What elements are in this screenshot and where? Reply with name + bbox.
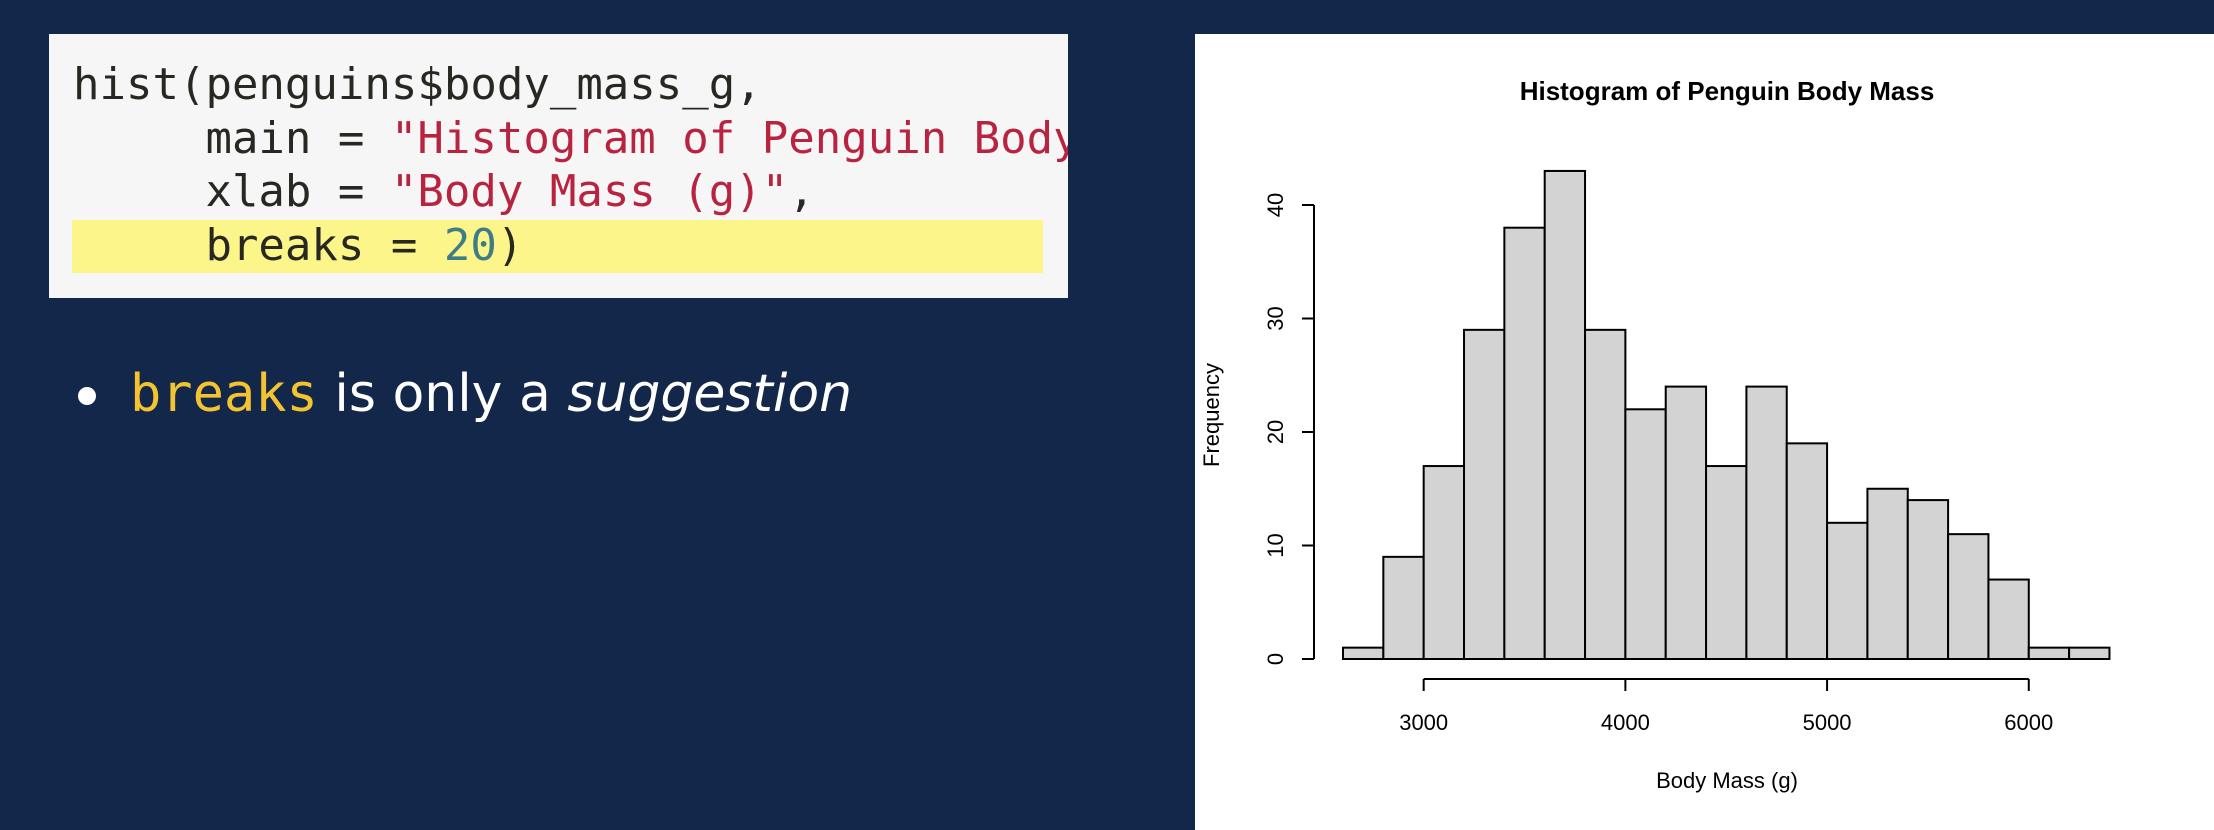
histogram-bar (1543, 169, 1587, 660)
y-tick-label: 40 (1263, 193, 1288, 217)
code-token: "Body Mass (g)" (390, 166, 789, 217)
code-token: 20 (443, 219, 497, 271)
histogram-bar (1664, 385, 1708, 660)
x-tick-label: 5000 (1803, 710, 1852, 735)
x-tick-label: 6000 (2004, 710, 2053, 735)
code-block: hist(penguins$body_mass_g, main = "Histo… (49, 34, 1068, 298)
code-token: breaks = (73, 219, 444, 271)
histogram-bar (1422, 465, 1466, 660)
histogram-bar (2027, 646, 2071, 661)
code-token: ) (496, 219, 524, 271)
code-token: xlab = (73, 166, 391, 217)
histogram-bar (1785, 442, 1829, 660)
x-tick-label: 4000 (1601, 710, 1650, 735)
y-axis-label: Frequency (1199, 363, 1224, 467)
code-token: hist(penguins$body_mass_g, (73, 59, 762, 110)
histogram-bar (1987, 578, 2030, 660)
histogram-bar (1705, 465, 1748, 660)
code-text: hist(penguins$body_mass_g, main = "Histo… (71, 58, 1068, 272)
histogram-bar (1826, 521, 1869, 660)
code-token: "Histogram of Penguin Body Mass", (390, 112, 1068, 164)
histogram-bar (1463, 328, 1506, 660)
bullet-list: breaks is only a suggestion (76, 354, 852, 434)
bullet-text: is only a (317, 364, 568, 424)
x-axis-label: Body Mass (g) (1656, 768, 1798, 793)
y-tick-label: 30 (1263, 306, 1288, 330)
y-tick-label: 0 (1263, 653, 1288, 665)
bullet-item: breaks is only a suggestion (76, 354, 852, 434)
histogram-bar (2068, 646, 2111, 661)
histogram-bar (1745, 385, 1788, 660)
histogram-panel: 3000 4000 5000 6000 0 10 20 30 40 Histogram of Pe… (1195, 34, 2214, 830)
chart-title: Histogram of Penguin Body Mass (1520, 76, 1935, 106)
histogram-bar (1342, 646, 1385, 661)
code-token: main = (73, 112, 391, 164)
x-tick-label: 3000 (1399, 710, 1448, 735)
bullet-keyword: breaks (130, 364, 318, 424)
bullet-emphasis: suggestion (567, 364, 853, 424)
histogram-bar (1382, 555, 1425, 660)
y-tick-label: 10 (1263, 533, 1288, 557)
y-tick-label: 20 (1263, 420, 1288, 444)
histogram-bar (1906, 499, 1950, 660)
histogram-bar (1624, 408, 1667, 660)
histogram-bar (1584, 328, 1627, 660)
histogram-bar (1866, 487, 1909, 660)
histogram-bar (1947, 533, 1990, 660)
code-line: hist(penguins$body_mass_g, (73, 58, 1068, 112)
code-line: main = "Histogram of Penguin Body Mass", (73, 112, 1068, 166)
code-line: xlab = "Body Mass (g)", (73, 165, 1068, 219)
code-line: breaks = 20) (71, 219, 1068, 272)
histogram-bar (1503, 226, 1546, 660)
code-token: , (788, 166, 815, 217)
histogram-chart: 3000 4000 5000 6000 0 10 20 30 40 Histogram of Pe… (1199, 76, 2111, 793)
